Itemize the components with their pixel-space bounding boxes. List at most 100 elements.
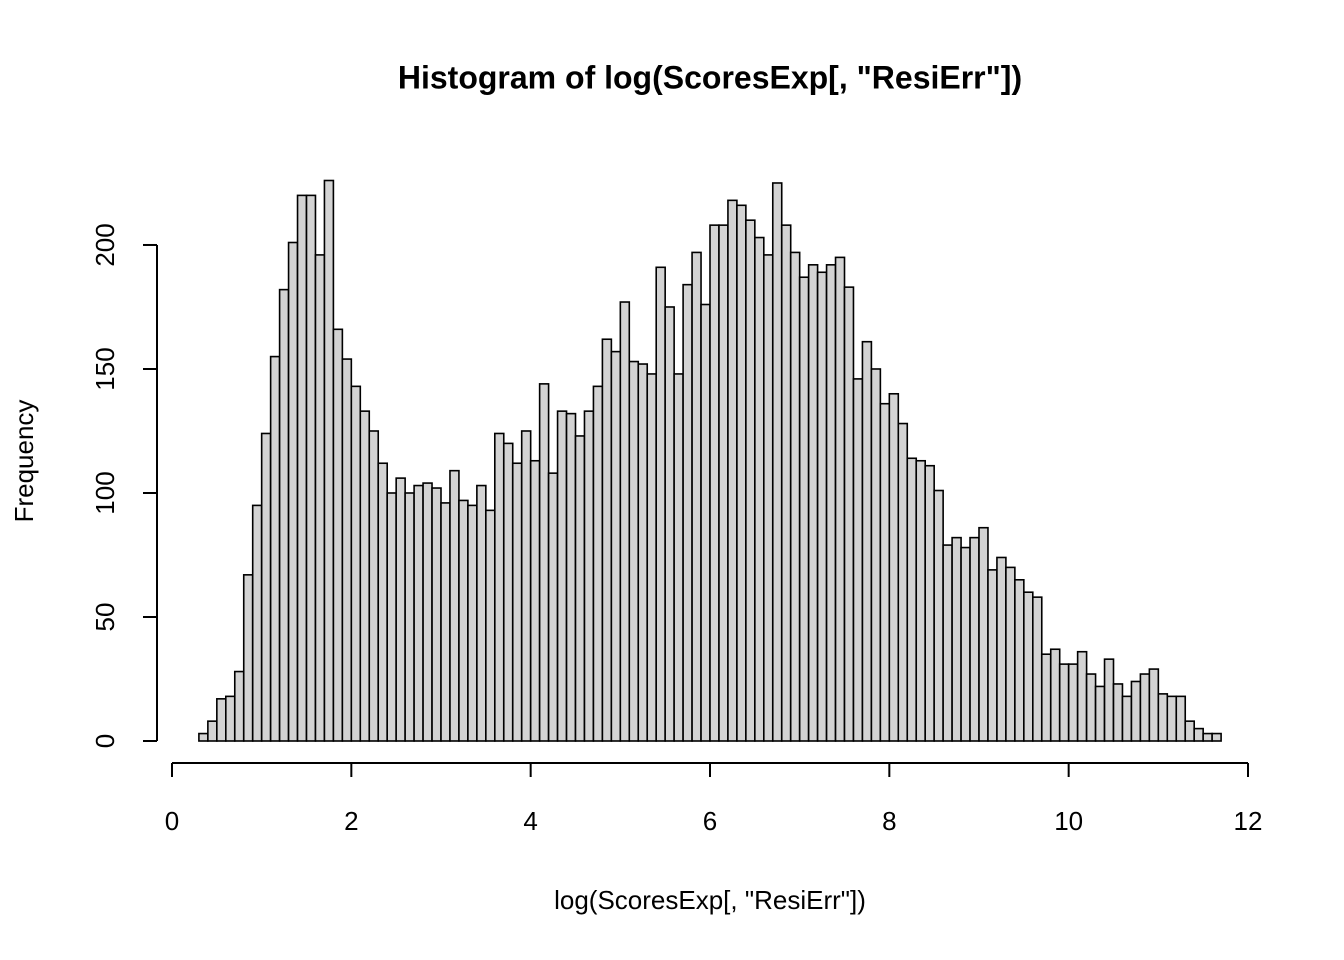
bar xyxy=(287,241,299,742)
bar xyxy=(565,412,577,742)
bar xyxy=(233,670,245,742)
bar xyxy=(467,504,478,742)
bar xyxy=(628,360,640,742)
y-tick-label: 200 xyxy=(90,223,120,266)
bar xyxy=(502,442,514,742)
bar xyxy=(592,385,604,742)
bar xyxy=(852,378,864,742)
bar xyxy=(1023,591,1034,742)
bar xyxy=(1148,668,1160,742)
bar xyxy=(440,502,451,742)
bar xyxy=(1139,673,1151,742)
bar xyxy=(996,556,1007,742)
x-tick-label: 6 xyxy=(703,806,717,836)
bar xyxy=(538,383,550,742)
bar xyxy=(1032,596,1043,742)
bar xyxy=(969,536,980,742)
bar xyxy=(718,224,729,742)
bar xyxy=(476,484,487,742)
bar xyxy=(1112,683,1124,742)
x-tick-label: 8 xyxy=(882,806,896,836)
bar xyxy=(960,546,971,742)
bar xyxy=(987,569,998,742)
bar xyxy=(754,236,765,742)
bar xyxy=(771,182,783,742)
bar xyxy=(1175,695,1187,742)
bar xyxy=(861,340,873,742)
bar xyxy=(242,574,254,742)
bar xyxy=(323,179,335,742)
bar xyxy=(736,204,747,742)
bar xyxy=(350,385,362,742)
bar xyxy=(511,462,523,742)
bar xyxy=(583,410,595,742)
bar xyxy=(449,469,460,742)
bar xyxy=(834,256,846,742)
bar xyxy=(924,464,935,742)
bar xyxy=(1040,653,1052,742)
bar xyxy=(745,219,756,742)
bar xyxy=(933,489,944,742)
bar xyxy=(673,373,684,742)
bar xyxy=(368,430,380,742)
bar xyxy=(207,720,218,742)
bar xyxy=(1166,695,1178,742)
bar xyxy=(359,410,371,742)
bar xyxy=(278,288,290,742)
bar xyxy=(547,472,559,742)
bar xyxy=(1005,566,1016,742)
bar xyxy=(395,477,406,742)
bar xyxy=(225,695,236,742)
y-tick-label: 100 xyxy=(90,471,120,514)
bar xyxy=(888,392,900,742)
bar xyxy=(198,732,209,742)
bar xyxy=(341,358,353,742)
bar xyxy=(798,276,810,742)
bar xyxy=(610,350,622,742)
bar xyxy=(942,544,953,742)
bar xyxy=(1211,732,1222,742)
bar xyxy=(413,484,424,742)
bar xyxy=(951,536,962,742)
bar xyxy=(431,487,442,742)
bar xyxy=(520,430,532,742)
bar xyxy=(816,271,828,742)
bar xyxy=(493,432,505,742)
bar xyxy=(646,373,658,742)
bar xyxy=(458,499,469,742)
bar xyxy=(1049,648,1061,742)
x-axis-label: log(ScoresExp[, "ResiErr"]) xyxy=(554,885,866,915)
bar xyxy=(825,264,837,742)
bar xyxy=(296,194,308,742)
bar xyxy=(709,224,720,742)
bar xyxy=(1058,663,1070,742)
bar xyxy=(314,254,326,742)
bar xyxy=(1103,658,1115,742)
bar xyxy=(251,504,263,742)
x-tick-label: 12 xyxy=(1234,806,1263,836)
bar xyxy=(377,462,389,742)
bar xyxy=(404,492,415,742)
bar xyxy=(332,328,344,742)
bar xyxy=(216,698,227,742)
bar xyxy=(870,368,882,742)
y-tick-label: 50 xyxy=(90,603,120,632)
bar xyxy=(1085,673,1097,742)
bar xyxy=(1067,663,1079,742)
bar xyxy=(386,492,397,742)
x-tick-label: 4 xyxy=(523,806,537,836)
bar xyxy=(422,482,433,742)
bar xyxy=(978,526,989,742)
bar xyxy=(619,301,631,742)
bar xyxy=(1157,693,1169,742)
x-tick-label: 10 xyxy=(1054,806,1083,836)
bar xyxy=(269,355,281,742)
bar xyxy=(727,199,738,742)
bar xyxy=(260,432,272,742)
bar xyxy=(1094,685,1106,742)
bar xyxy=(485,509,496,742)
bar xyxy=(807,264,819,742)
bar xyxy=(637,363,649,742)
bar xyxy=(682,283,693,742)
